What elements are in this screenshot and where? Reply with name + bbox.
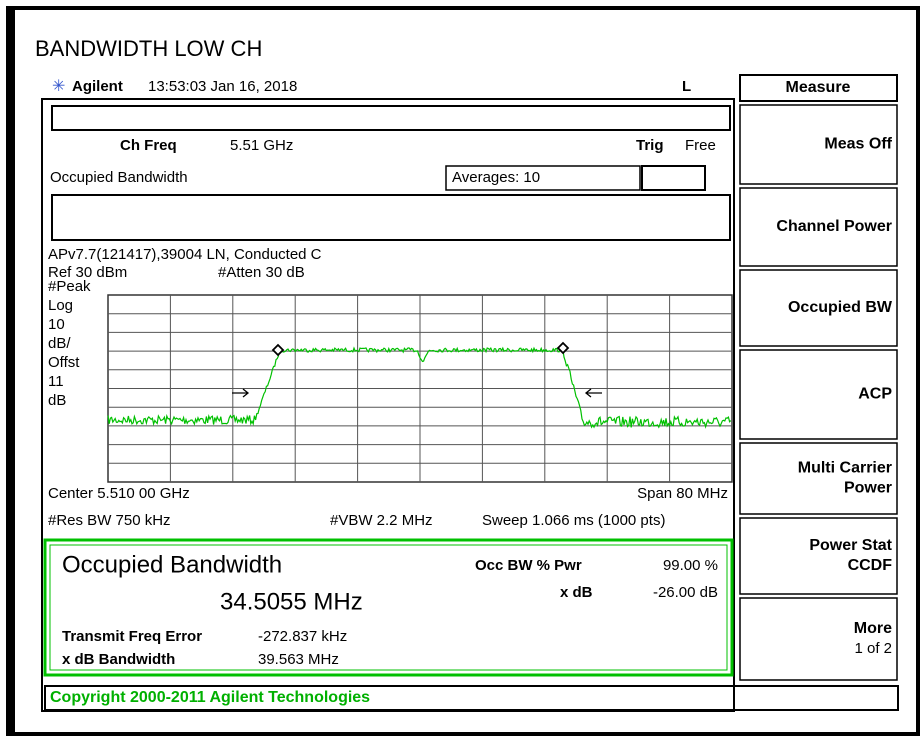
status-bar bbox=[44, 685, 899, 711]
softkey-label: Multi Carrier bbox=[798, 460, 892, 477]
softkey[interactable] bbox=[739, 187, 898, 267]
softkey-label: More bbox=[854, 620, 892, 637]
softkey-label: Power bbox=[844, 480, 892, 497]
message-box bbox=[51, 194, 731, 241]
timestamp: 13:53:03 Jan 16, 2018 bbox=[148, 78, 297, 95]
softkey[interactable] bbox=[739, 517, 898, 595]
averages-box bbox=[445, 165, 641, 191]
results-heading: Occupied Bandwidth bbox=[62, 551, 282, 578]
trig: Free bbox=[685, 137, 716, 154]
vbw: #VBW 2.2 MHz bbox=[330, 512, 433, 529]
softkey-label: Power Stat bbox=[809, 537, 892, 554]
graticule bbox=[107, 294, 733, 483]
scale-label: dB bbox=[48, 392, 66, 409]
scale-label: 10 bbox=[48, 316, 65, 333]
occ-pwr: 99.00 % bbox=[663, 557, 718, 574]
ref-level: Ref 30 dBm bbox=[48, 264, 127, 281]
softkey-label: ACP bbox=[858, 386, 892, 403]
scale-label: Log bbox=[48, 297, 73, 314]
xdb: -26.00 dB bbox=[653, 584, 718, 601]
trig-label: Trig bbox=[636, 137, 664, 154]
menu-title-box bbox=[739, 74, 898, 102]
arrow bbox=[584, 388, 602, 398]
sweep: Sweep 1.066 ms (1000 pts) bbox=[482, 512, 665, 529]
softkey[interactable] bbox=[739, 442, 898, 515]
center-freq: Center 5.510 00 GHz bbox=[48, 485, 190, 502]
averages-indicator bbox=[641, 165, 706, 191]
freq-error: -272.837 kHz bbox=[258, 628, 347, 645]
ch-freq-label: Ch Freq bbox=[120, 137, 177, 154]
trace bbox=[107, 346, 732, 429]
scale-label: 11 bbox=[48, 373, 64, 390]
ch-freq: 5.51 GHz bbox=[230, 137, 293, 154]
page-title: BANDWIDTH LOW CH bbox=[35, 36, 262, 61]
span: Span 80 MHz bbox=[637, 485, 728, 502]
scale-label: #Peak bbox=[48, 278, 91, 295]
softkey[interactable] bbox=[739, 269, 898, 347]
logo: ✳ bbox=[52, 78, 65, 95]
marker bbox=[271, 343, 285, 357]
status: Copyright 2000-2011 Agilent Technologies bbox=[50, 689, 370, 706]
occ-pwr-label: Occ BW % Pwr bbox=[475, 557, 582, 574]
attenuation: #Atten 30 dB bbox=[218, 264, 305, 281]
averages: Averages: 10 bbox=[452, 169, 540, 186]
xdb-bw: 39.563 MHz bbox=[258, 651, 339, 668]
results-inner bbox=[49, 544, 728, 671]
softkey[interactable] bbox=[739, 597, 898, 681]
softkey-label: 1 of 2 bbox=[854, 640, 892, 657]
xdb-bw-label: x dB Bandwidth bbox=[62, 651, 175, 668]
softkey-label: Channel Power bbox=[776, 218, 892, 235]
scale-label: Offst bbox=[48, 354, 80, 371]
xdb-label: x dB bbox=[560, 584, 593, 601]
softkeys: Meas Off Channel Power Occupied BW ACP Multi… bbox=[739, 104, 898, 681]
title-box bbox=[51, 105, 731, 131]
softkey-label: CCDF bbox=[848, 557, 893, 574]
scale-label: dB/ bbox=[48, 335, 71, 352]
measurement: Occupied Bandwidth bbox=[50, 169, 188, 186]
res-bw: #Res BW 750 kHz bbox=[48, 512, 171, 529]
freq-error-label: Transmit Freq Error bbox=[62, 628, 202, 645]
arrow bbox=[232, 388, 250, 398]
results-box bbox=[43, 538, 734, 677]
scale-labels: #Peak Log 10 dB/Offst 11 dB bbox=[48, 278, 91, 409]
menu-title: Measure bbox=[786, 79, 851, 96]
softkey-label: Occupied BW bbox=[788, 299, 893, 316]
description: APv7.7(121417),39004 LN, Conducted C bbox=[48, 246, 322, 263]
occ-bw: 34.5055 MHz bbox=[220, 588, 363, 615]
softkey-label: Meas Off bbox=[824, 136, 892, 153]
marker bbox=[556, 341, 570, 355]
softkey[interactable] bbox=[739, 349, 898, 440]
outer-frame bbox=[6, 6, 920, 736]
softkey[interactable] bbox=[739, 104, 898, 185]
indicator: L bbox=[682, 78, 691, 95]
brand: Agilent bbox=[72, 78, 123, 95]
